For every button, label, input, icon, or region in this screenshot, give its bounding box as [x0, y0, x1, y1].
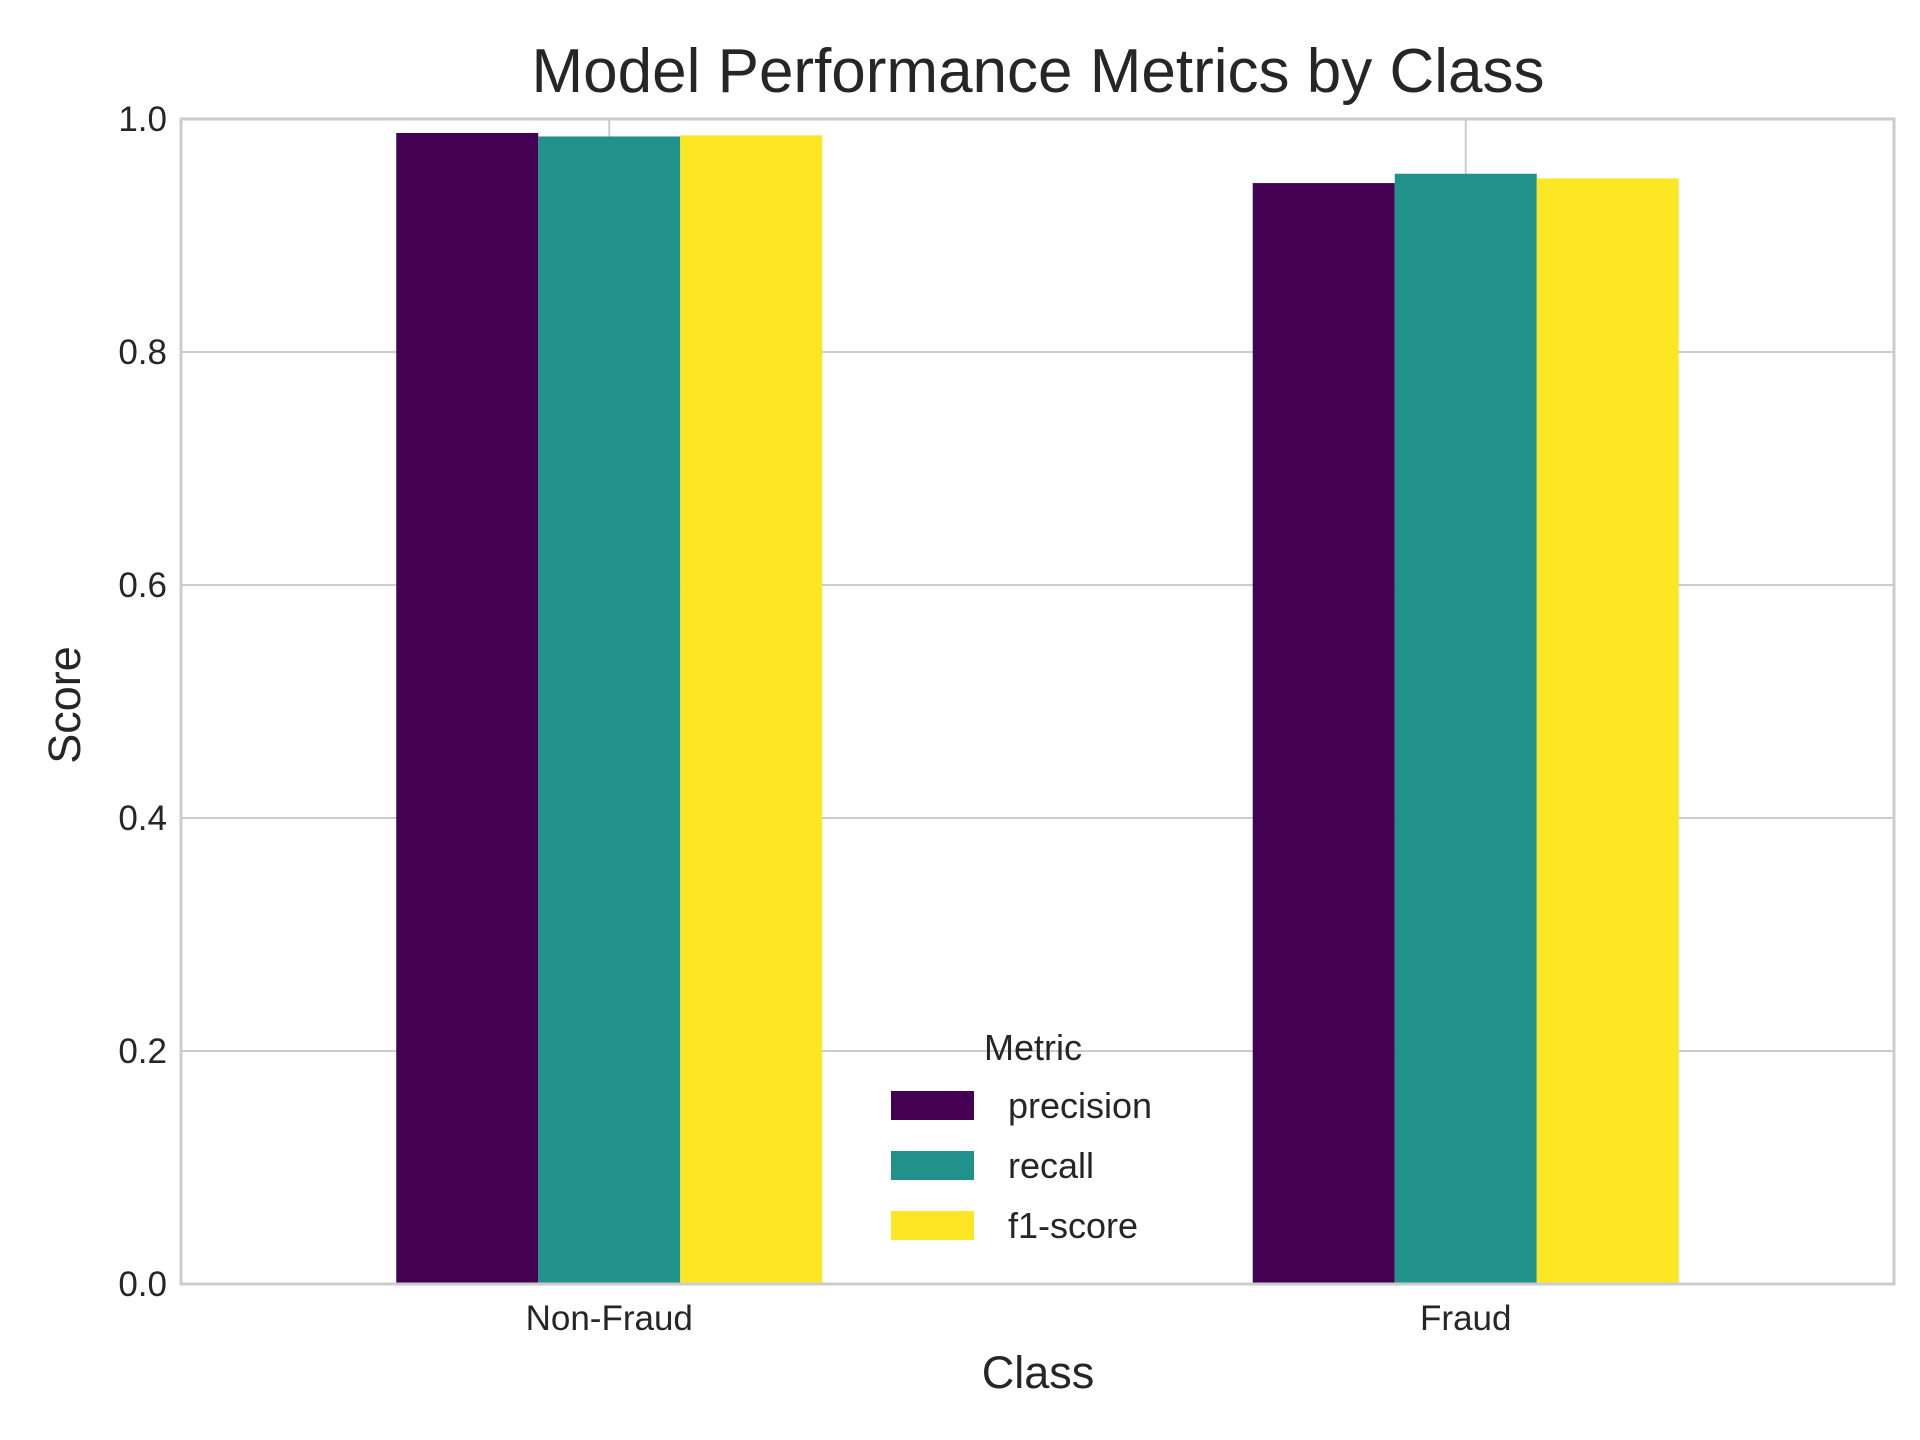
bar-precision-fraud	[1252, 183, 1395, 1285]
y-tick-label: 0.2	[118, 1032, 167, 1071]
bar-f1-score-non-fraud	[680, 135, 823, 1284]
plot-frame	[179, 117, 1896, 1286]
chart-title: Model Performance Metrics by Class	[532, 37, 1545, 106]
x-axis-label: Class	[982, 1347, 1095, 1398]
y-tick-label: 0.6	[118, 566, 167, 605]
legend-label-precision: precision	[1008, 1085, 1152, 1126]
legend-swatch-precision	[891, 1091, 974, 1120]
y-axis-label: Score	[39, 646, 90, 764]
bars	[396, 132, 1679, 1285]
y-tick-labels: 0.0 0.2 0.4 0.6 0.8 1.0	[118, 100, 167, 1304]
legend-title: Metric	[984, 1027, 1082, 1068]
legend-label-f1-score: f1-score	[1008, 1205, 1138, 1246]
legend-swatch-recall	[891, 1151, 974, 1180]
y-tick-label: 0.0	[118, 1265, 167, 1304]
legend-swatch-f1-score	[891, 1211, 974, 1240]
y-tick-label: 1.0	[118, 100, 167, 139]
x-tick-labels: Non-Fraud Fraud	[526, 1299, 1512, 1338]
y-tick-label: 0.8	[118, 333, 167, 372]
legend-label-recall: recall	[1008, 1145, 1094, 1186]
legend: Metric precision recall f1-score	[891, 1027, 1152, 1246]
bar-f1-score-fraud	[1536, 178, 1679, 1284]
bar-precision-non-fraud	[396, 132, 539, 1285]
y-tick-label: 0.4	[118, 799, 167, 838]
bar-recall-fraud	[1394, 173, 1537, 1284]
x-tick-label: Fraud	[1420, 1299, 1511, 1338]
bar-recall-non-fraud	[538, 136, 681, 1285]
x-tick-label: Non-Fraud	[526, 1299, 693, 1338]
